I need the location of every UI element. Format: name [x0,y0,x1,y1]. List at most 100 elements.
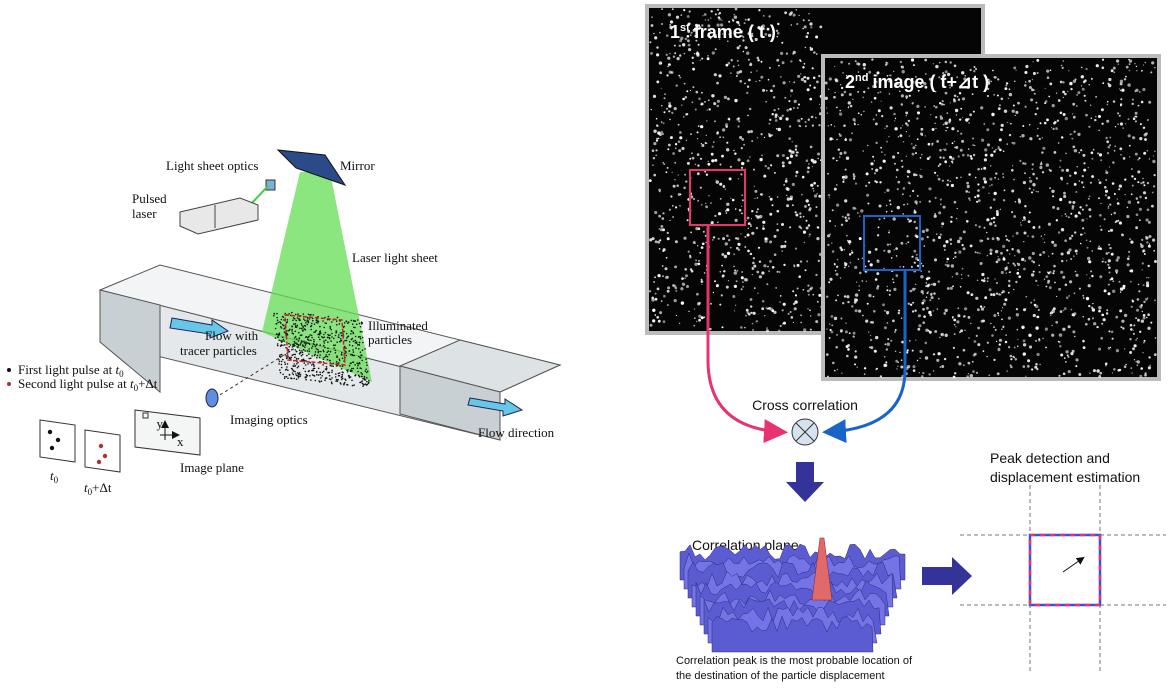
particle [741,162,744,165]
particle [761,271,764,274]
particle [970,323,971,324]
particle [993,326,995,328]
particle [963,364,965,366]
particle [1121,234,1124,237]
particle [923,315,926,318]
label: Cross correlation [752,397,858,413]
particle [328,350,330,352]
particle [708,195,709,196]
particle [1143,184,1145,186]
particle [994,225,996,227]
particle [922,230,925,233]
particle [738,65,739,66]
particle [928,284,931,287]
particle [928,311,931,314]
particle [707,19,709,21]
particle [865,185,867,187]
particle [921,154,923,156]
particle [739,70,742,73]
particle [962,117,963,118]
particle [947,112,949,114]
particle [322,320,324,322]
particle [307,319,309,321]
particle [687,162,690,165]
particle [701,144,704,147]
particle [995,329,997,331]
particle [914,221,916,223]
particle [747,19,749,21]
particle [769,119,771,121]
particle [1003,150,1005,152]
particle [873,296,875,298]
particle [844,151,847,154]
particle [878,109,881,112]
particle [770,198,773,201]
particle [708,163,711,166]
particle [669,64,671,66]
particle [783,303,786,306]
particle [974,353,977,356]
particle [1143,314,1146,317]
particle [333,347,335,349]
particle [749,63,752,66]
particle [1048,223,1051,226]
particle [283,319,285,321]
particle [866,281,867,282]
particle [714,280,716,282]
particle [805,125,807,127]
particle [796,23,798,25]
particle [308,358,310,360]
particle [789,226,791,228]
particle [698,315,701,318]
particle [288,313,290,315]
particle [817,158,818,159]
particle [359,363,361,365]
particle [849,253,851,255]
particle [817,313,820,316]
particle [831,124,833,126]
particle [693,241,695,243]
particle [311,370,313,372]
particle [705,235,707,237]
particle [333,338,335,340]
particle [318,368,320,370]
particle [335,350,337,352]
particle [995,172,997,174]
particle [308,314,310,316]
particle [1143,317,1146,320]
particle [341,353,343,355]
particle [976,335,978,337]
particle [1109,166,1110,167]
particle [952,142,954,144]
num: 2 [845,72,855,92]
particle [779,117,782,120]
particle [978,226,980,228]
particle [959,237,962,240]
particle [963,316,965,318]
particle [828,125,830,127]
particle [1003,176,1005,178]
particle [1130,328,1133,331]
particle [989,178,992,181]
particle [795,154,798,157]
particle [1025,296,1027,298]
particle [803,19,805,21]
particle [313,314,315,316]
particle [1088,126,1090,128]
particle [875,278,878,281]
particle [1107,264,1109,266]
particle [679,131,682,134]
particle [687,35,690,38]
particle [729,177,732,180]
particle [866,194,869,197]
particle [310,340,312,342]
particle [1037,316,1040,319]
particle [285,369,287,371]
particle [366,377,368,379]
particle [1136,66,1137,67]
particle [655,155,657,157]
particle [1075,191,1077,193]
dot [103,454,107,458]
particle [1036,107,1038,109]
particle [750,130,753,133]
